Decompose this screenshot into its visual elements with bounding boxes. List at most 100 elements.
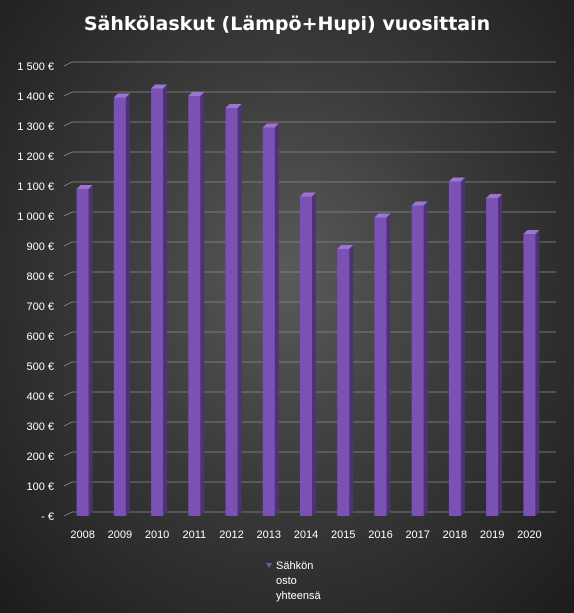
bar-top (113, 93, 130, 98)
y-tick-label: 600 € (26, 331, 54, 343)
gridline (63, 481, 556, 487)
bar-front (448, 181, 461, 516)
bar-2013 (262, 123, 279, 516)
legend: Sähkön osto yhteensä (266, 560, 322, 602)
bar-front (300, 196, 312, 516)
bar-top (188, 92, 205, 96)
gridlines (63, 61, 556, 517)
bar-top (523, 230, 540, 234)
x-axis: 2008 2009 2010 2011 2012 2013 2014 2015 2016 2017… (70, 529, 541, 541)
x-tick-label: 2010 (145, 529, 169, 541)
bar-side (349, 245, 354, 516)
bar-top (262, 123, 279, 128)
gridline (63, 241, 556, 247)
bar-side (423, 201, 428, 516)
bar-2019 (486, 194, 503, 516)
x-tick-label: 2011 (182, 529, 206, 541)
bar-2011 (188, 92, 205, 516)
gridline (63, 361, 556, 367)
x-tick-label: 2014 (294, 529, 318, 541)
x-tick-label: 2019 (480, 529, 504, 541)
y-tick-label: 700 € (26, 301, 54, 313)
x-tick-label: 2018 (443, 529, 467, 541)
x-tick-label: 2017 (405, 529, 429, 541)
bar-2009 (113, 93, 130, 516)
bar-side (312, 192, 316, 516)
y-tick-label: 200 € (26, 451, 54, 463)
x-tick-label: 2012 (219, 529, 243, 541)
gridline (63, 331, 556, 337)
legend-label: osto (276, 575, 297, 587)
y-tick-label: 400 € (26, 391, 54, 403)
bar-top (448, 177, 465, 182)
bar-front (374, 217, 387, 516)
bar-top (486, 194, 503, 198)
y-tick-label: 500 € (26, 361, 54, 373)
bar-front (411, 205, 424, 516)
bar-side (460, 177, 465, 516)
bar-2015 (337, 245, 354, 516)
bar-side (163, 84, 168, 516)
legend-label: yhteensä (276, 590, 322, 602)
x-tick-label: 2015 (331, 529, 355, 541)
gridline (63, 271, 556, 277)
gridline (63, 391, 556, 397)
y-tick-label: - € (41, 511, 54, 523)
y-tick-label: 100 € (26, 481, 54, 493)
bar-top (337, 245, 354, 249)
bar-side (88, 185, 93, 516)
bars (76, 84, 540, 516)
bar-front (523, 234, 536, 516)
gridline (63, 121, 556, 127)
bar-top (76, 185, 93, 189)
x-tick-label: 2013 (257, 529, 281, 541)
gridline (63, 211, 556, 217)
gridline (63, 421, 556, 427)
bar-side (237, 104, 242, 516)
x-tick-label: 2009 (108, 529, 132, 541)
bar-side (386, 213, 391, 516)
bar-top (225, 104, 242, 108)
bar-side (498, 194, 503, 516)
chart-title: Sähkölaskut (Lämpö+Hupi) vuosittain (84, 13, 490, 35)
y-tick-label: 1 500 € (17, 61, 54, 73)
bar-2018 (448, 177, 465, 516)
y-tick-label: 1 200 € (17, 151, 54, 163)
bar-front (486, 198, 499, 516)
legend-marker (266, 563, 272, 568)
bar-top (151, 84, 168, 89)
gridline (63, 91, 556, 97)
y-tick-label: 1 300 € (17, 121, 54, 133)
gridline (63, 511, 556, 517)
bar-front (151, 88, 164, 516)
bar-side (125, 93, 130, 516)
bar-2008 (76, 185, 93, 516)
bar-front (337, 249, 350, 516)
bar-side (200, 92, 205, 516)
bar-side (274, 123, 279, 516)
bar-top (411, 201, 428, 206)
y-tick-label: 300 € (26, 421, 54, 433)
bar-front (76, 189, 89, 516)
y-tick-label: 1 000 € (17, 211, 54, 223)
bar-2014 (300, 192, 316, 516)
bar-2016 (374, 213, 391, 516)
gridline (63, 301, 556, 307)
x-tick-label: 2016 (368, 529, 392, 541)
bar-side (535, 230, 540, 516)
bar-top (374, 213, 391, 218)
y-axis: - € 100 € 200 € 300 € 400 € 500 € 600 € 700 € 80… (17, 61, 54, 523)
y-tick-label: 1 400 € (17, 91, 54, 103)
bar-2017 (411, 201, 428, 516)
bar-front (113, 97, 126, 516)
bar-top (300, 192, 316, 197)
legend-label: Sähkön (276, 560, 313, 572)
bar-2020 (523, 230, 540, 516)
y-tick-label: 800 € (26, 271, 54, 283)
gridline (63, 151, 556, 157)
bar-2010 (151, 84, 168, 516)
x-tick-label: 2008 (70, 529, 94, 541)
gridline (63, 451, 556, 457)
